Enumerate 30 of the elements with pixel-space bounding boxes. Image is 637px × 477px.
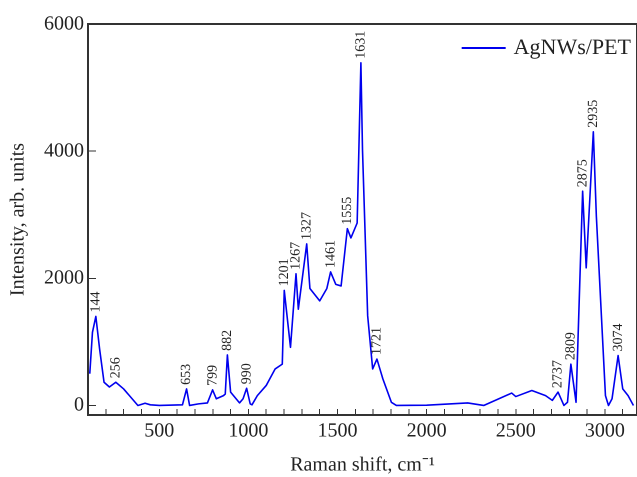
annotation: 653 (179, 364, 194, 385)
annotation: 1327 (299, 212, 314, 240)
annotation: 1721 (370, 327, 385, 356)
annotation: 2875 (575, 159, 590, 188)
annotation: 1555 (340, 196, 356, 225)
y-tick-label: 2000 (44, 266, 84, 289)
y-tick-label: 4000 (44, 139, 84, 162)
annotation: 3074 (610, 324, 626, 352)
x-tick-label: 3000 (584, 419, 625, 442)
annotation: 2809 (564, 332, 579, 360)
annotation: 1461 (323, 240, 338, 268)
x-tick-label: 2000 (406, 419, 447, 442)
y-tick-label: 0 (74, 394, 84, 416)
annotation: 990 (239, 363, 254, 384)
x-tick-label: 500 (144, 419, 174, 442)
annotation: 882 (220, 330, 236, 351)
y-axis-title: Intensity, arb. units (6, 142, 28, 296)
x-axis-title: Raman shift, cm⁻¹ (290, 453, 435, 476)
annotation: 2935 (586, 100, 601, 128)
x-tick-label: 1000 (228, 419, 268, 442)
x-tick-label: 1500 (318, 419, 358, 442)
y-tick-label: 6000 (44, 12, 84, 34)
annotation: 1267 (288, 242, 304, 270)
legend-label: AgNWs/PET (514, 34, 632, 59)
x-tick-label: 2500 (496, 419, 536, 442)
annotation: 2737 (550, 360, 566, 388)
annotation: 799 (205, 364, 220, 386)
annotation: 144 (88, 291, 104, 312)
annotation: 256 (108, 357, 124, 378)
annotation: 1631 (354, 30, 369, 59)
